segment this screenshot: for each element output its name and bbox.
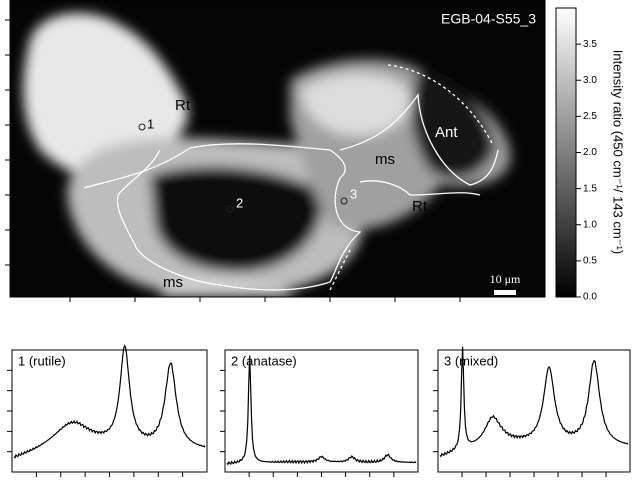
region-label: Rt: [175, 97, 191, 114]
spectrum-curve: [227, 356, 416, 465]
figure: EGB-04-S55_3 Rt ms Ant Rt ms 1 2 3 10 μm…: [0, 0, 632, 484]
map: [10, 0, 545, 297]
region-label: ms: [163, 274, 183, 291]
colorbar-tick-label: 1.5: [583, 183, 597, 194]
region-label: ms: [375, 151, 395, 168]
region-label: Ant: [435, 124, 458, 141]
colorbar-tick-label: 2.0: [583, 147, 597, 158]
colorbar-tick-label: 0.5: [583, 256, 597, 267]
colorbar-tick-label: 1.0: [583, 219, 597, 230]
colorbar-tick-label: 3.5: [583, 39, 597, 50]
scale-bar-label: 10 μm: [490, 272, 521, 286]
colorbar-label: Intensity ratio (450 cm⁻¹/ 143 cm⁻¹): [611, 50, 626, 254]
spectra: 1 (rutile) 2 (anatase) 3 (mixed): [7, 346, 630, 477]
spectrum-title: 2 (anatase): [231, 353, 297, 368]
point-label: 1: [147, 116, 154, 131]
colorbar-tick-label: 2.5: [583, 111, 597, 122]
colorbar: [556, 8, 576, 297]
colorbar-tick-label: 0.0: [583, 292, 597, 303]
sample-label: EGB-04-S55_3: [441, 11, 536, 27]
region-label: Rt: [412, 198, 428, 215]
spectrum-title: 1 (rutile): [18, 353, 66, 368]
colorbar-tick-label: 3.0: [583, 75, 597, 86]
point-label: 2: [236, 195, 243, 210]
point-label: 3: [350, 186, 357, 201]
spectrum-title: 3 (mixed): [444, 353, 498, 368]
